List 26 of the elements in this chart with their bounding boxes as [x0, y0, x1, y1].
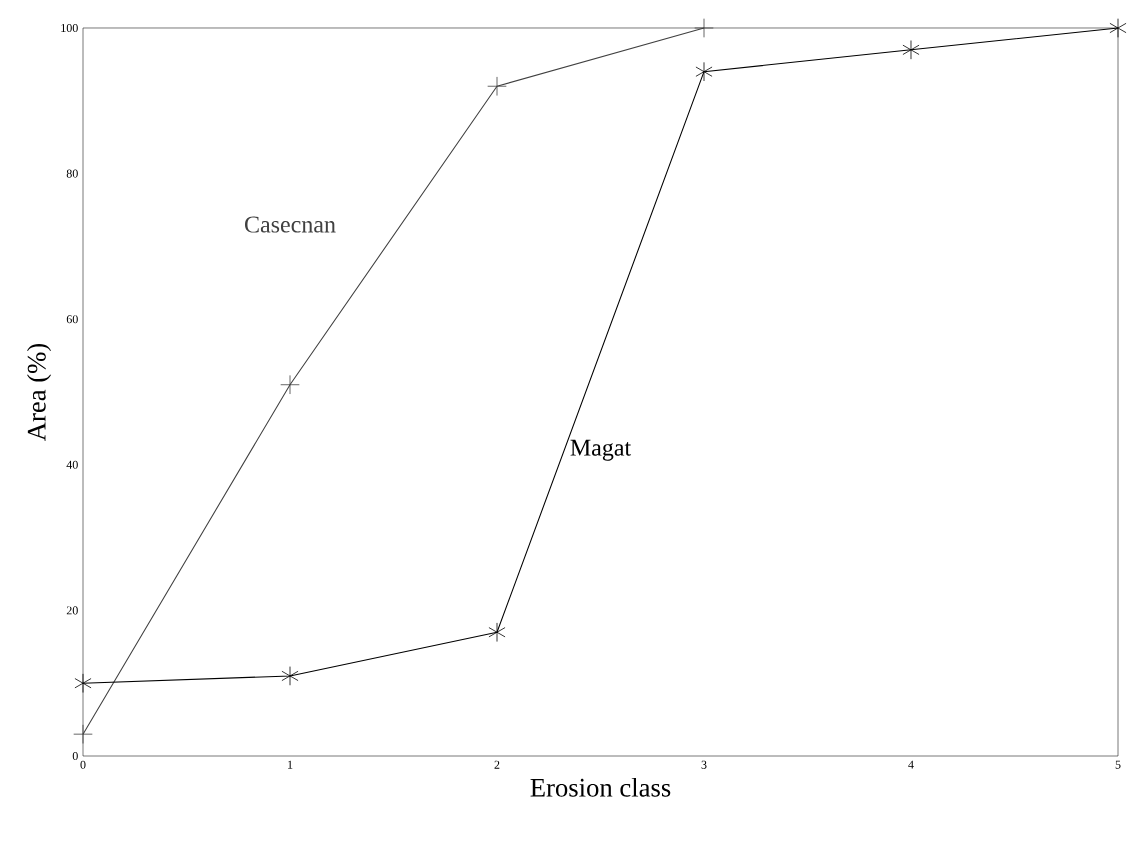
- y-tick-label: 60: [66, 315, 78, 324]
- y-axis-title: Area (%): [26, 343, 52, 441]
- point: [488, 622, 506, 642]
- point: [1109, 18, 1127, 38]
- y-tick-label: 0: [72, 751, 78, 761]
- point: [694, 18, 714, 38]
- point: [73, 724, 93, 744]
- x-axis-title: Erosion class: [530, 777, 671, 797]
- y-tick-label: 40: [66, 460, 78, 469]
- point: [74, 673, 92, 693]
- point: [695, 61, 713, 82]
- point: [487, 76, 507, 96]
- y-tick-label: 100: [61, 23, 78, 33]
- x-tick-label: 5: [1115, 760, 1121, 769]
- text: Casecnan: [245, 216, 336, 233]
- point: [281, 666, 299, 686]
- x-tick-label: 1: [288, 760, 293, 769]
- x-tick-label: 3: [701, 760, 707, 769]
- x-tick-label: 2: [494, 760, 500, 769]
- x-tick-label: 4: [908, 760, 914, 769]
- series-label: Magat: [570, 439, 632, 461]
- x-tick-label: 0: [80, 760, 86, 769]
- point: [280, 374, 300, 395]
- point: [902, 40, 920, 60]
- y-tick-label: 80: [66, 169, 78, 178]
- y-tick-label: 20: [66, 606, 78, 615]
